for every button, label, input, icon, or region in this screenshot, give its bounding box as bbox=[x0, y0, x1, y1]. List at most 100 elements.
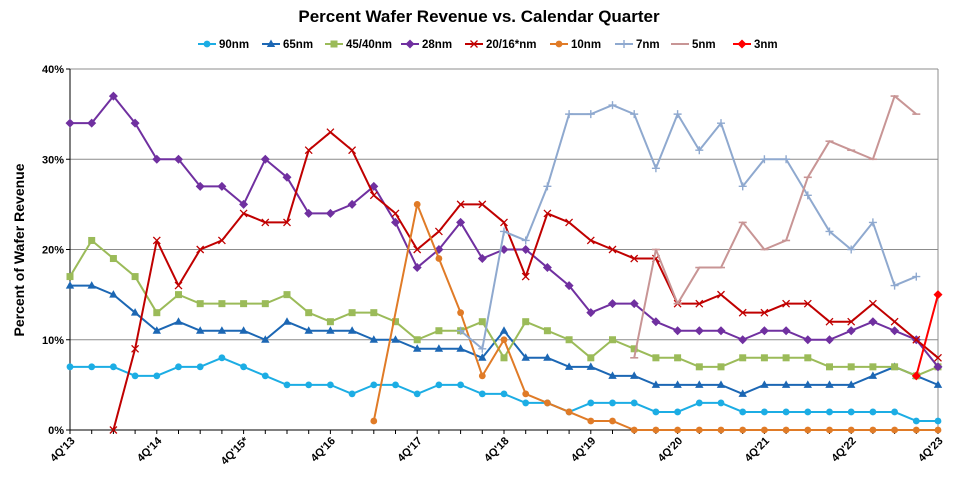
y-tick-label: 20% bbox=[42, 245, 64, 257]
data-point-10nm bbox=[891, 426, 898, 434]
data-point-10nm bbox=[544, 399, 551, 407]
data-point-90nm bbox=[196, 363, 204, 371]
series-line-7nm bbox=[459, 104, 917, 350]
data-point-65nm bbox=[586, 362, 595, 370]
series-3nm bbox=[911, 290, 943, 381]
data-point-45-40nm bbox=[587, 354, 595, 362]
y-tick-label: 30% bbox=[42, 154, 64, 166]
legend: 90nm 65nm 45/40nm 28nm 20/16*nm 10nm 7nm 5nm 3nm bbox=[198, 39, 778, 51]
data-point-90nm bbox=[457, 381, 464, 389]
data-point-90nm bbox=[131, 372, 139, 380]
data-point-45-40nm bbox=[240, 300, 248, 308]
data-point-7nm bbox=[456, 326, 465, 335]
data-point-45-40nm bbox=[478, 318, 486, 326]
data-point-28nm bbox=[629, 299, 639, 309]
legend-label: 28nm bbox=[422, 39, 452, 51]
data-point-10nm bbox=[847, 426, 855, 434]
y-tick-label: 0% bbox=[48, 425, 64, 437]
data-point-28nm bbox=[152, 154, 162, 164]
data-point-28nm bbox=[521, 245, 531, 254]
data-point-90nm bbox=[891, 408, 898, 416]
series-10nm bbox=[370, 200, 942, 434]
data-point-45-40nm bbox=[760, 354, 768, 362]
x-tick-label: 4Q'14 bbox=[135, 434, 165, 464]
legend-item-65nm: 65nm bbox=[262, 39, 313, 51]
legend-item-28nm: 28nm bbox=[401, 39, 452, 51]
data-point-65nm bbox=[651, 380, 661, 388]
data-point-90nm bbox=[717, 399, 725, 407]
data-point-90nm bbox=[934, 417, 942, 425]
data-point-45-40nm bbox=[305, 309, 313, 317]
data-point-65nm bbox=[868, 371, 878, 379]
data-point-45-40nm bbox=[109, 255, 117, 263]
x-tick-label: 4Q'21 bbox=[743, 435, 772, 464]
data-point-65nm bbox=[803, 380, 812, 388]
data-point-28nm bbox=[890, 326, 900, 336]
data-point-28nm bbox=[608, 299, 617, 309]
data-point-20-16-nm bbox=[500, 218, 508, 227]
x-tick-label: 4Q'19 bbox=[569, 435, 598, 464]
data-point-28nm bbox=[846, 326, 856, 336]
data-point-65nm bbox=[152, 326, 161, 334]
data-point-20-16-nm bbox=[608, 245, 617, 254]
data-point-10nm bbox=[674, 426, 681, 434]
data-point-20-16-nm bbox=[868, 299, 877, 308]
legend-item-5nm: 5nm bbox=[671, 39, 716, 51]
data-point-90nm bbox=[175, 363, 182, 371]
data-point-28nm bbox=[694, 326, 704, 336]
legend-item-10nm: 10nm bbox=[550, 39, 601, 51]
data-point-65nm bbox=[282, 317, 292, 325]
data-point-45-40nm bbox=[218, 300, 226, 308]
data-point-65nm bbox=[174, 317, 183, 325]
data-point-3nm bbox=[933, 290, 943, 300]
data-point-10nm bbox=[739, 426, 747, 434]
data-point-7nm bbox=[673, 110, 682, 119]
y-tick-label: 40% bbox=[42, 64, 64, 76]
data-point-90nm bbox=[435, 381, 443, 389]
data-point-28nm bbox=[586, 308, 596, 318]
data-point-7nm bbox=[825, 227, 834, 236]
data-point-20-16-nm bbox=[152, 236, 161, 245]
data-point-28nm bbox=[217, 181, 227, 191]
series-45-40nm bbox=[66, 236, 942, 380]
data-point-65nm bbox=[109, 290, 118, 298]
legend-marker bbox=[470, 40, 478, 48]
data-point-65nm bbox=[217, 326, 227, 334]
data-point-28nm bbox=[868, 317, 878, 327]
data-point-10nm bbox=[457, 309, 464, 317]
y-tick-label: 10% bbox=[42, 335, 64, 347]
data-point-7nm bbox=[912, 272, 921, 281]
legend-marker bbox=[266, 39, 276, 47]
data-point-90nm bbox=[912, 417, 920, 425]
data-point-7nm bbox=[478, 344, 487, 353]
data-point-28nm bbox=[477, 254, 487, 264]
series-5nm bbox=[630, 95, 921, 359]
data-point-10nm bbox=[565, 408, 573, 416]
data-point-90nm bbox=[804, 408, 812, 416]
data-point-90nm bbox=[218, 354, 226, 362]
data-point-28nm bbox=[304, 208, 314, 218]
series-7nm bbox=[456, 101, 921, 353]
data-point-28nm bbox=[412, 263, 422, 273]
data-point-45-40nm bbox=[543, 327, 551, 335]
legend-item-3nm: 3nm bbox=[733, 39, 778, 51]
data-point-28nm bbox=[239, 199, 249, 209]
legend-item-45-40nm: 45/40nm bbox=[325, 39, 392, 51]
data-point-45-40nm bbox=[392, 318, 399, 326]
data-point-90nm bbox=[609, 399, 616, 407]
data-point-65nm bbox=[847, 380, 856, 388]
data-point-45-40nm bbox=[283, 291, 291, 299]
legend-label: 20/16*nm bbox=[486, 39, 537, 51]
data-point-45-40nm bbox=[261, 300, 269, 308]
chart-title: Percent Wafer Revenue vs. Calendar Quart… bbox=[298, 7, 660, 26]
data-point-10nm bbox=[370, 417, 378, 425]
series-28nm bbox=[65, 91, 943, 372]
data-point-90nm bbox=[500, 390, 508, 398]
data-point-10nm bbox=[695, 426, 703, 434]
data-point-90nm bbox=[739, 408, 747, 416]
data-point-28nm bbox=[325, 208, 335, 218]
data-point-45-40nm bbox=[717, 363, 725, 371]
legend-marker bbox=[555, 40, 563, 48]
data-point-28nm bbox=[65, 118, 75, 128]
